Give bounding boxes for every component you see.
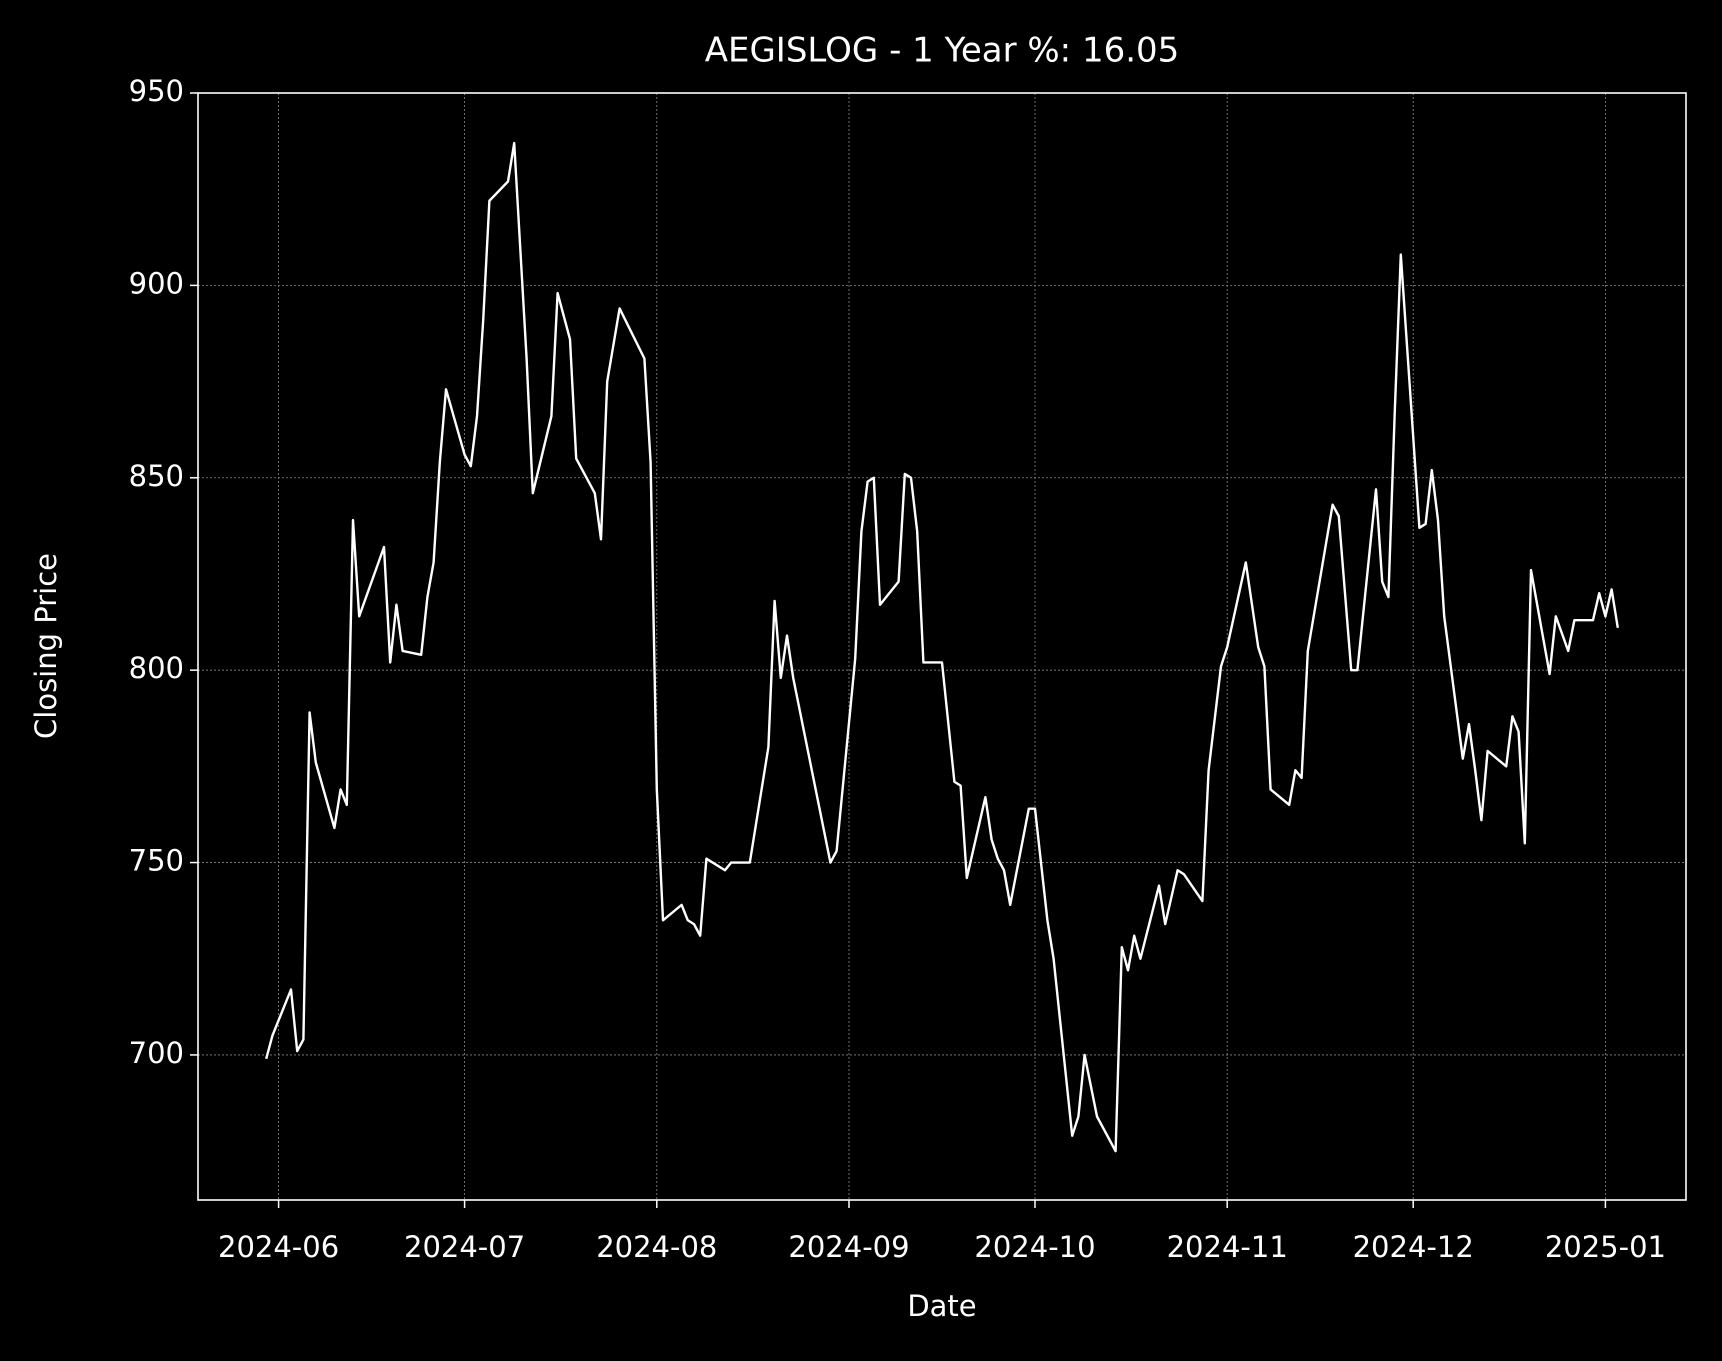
y-tick-label: 950 xyxy=(129,74,184,108)
x-tick-label: 2024-08 xyxy=(596,1230,717,1264)
chart-title: AEGISLOG - 1 Year %: 16.05 xyxy=(705,31,1180,71)
y-tick-label: 800 xyxy=(129,651,184,685)
x-tick-label: 2024-11 xyxy=(1167,1230,1288,1264)
price-line xyxy=(265,141,1619,1153)
y-tick-label: 750 xyxy=(129,844,184,878)
y-tick-label: 900 xyxy=(129,266,184,300)
x-tick-label: 2025-01 xyxy=(1545,1230,1666,1264)
y-tick-label: 850 xyxy=(129,459,184,493)
y-tick-label: 700 xyxy=(129,1036,184,1070)
x-tick-label: 2024-09 xyxy=(788,1230,909,1264)
x-axis-label: Date xyxy=(907,1289,976,1323)
plot-frame xyxy=(197,92,1687,1201)
x-tick-label: 2024-07 xyxy=(404,1230,525,1264)
y-axis-label: Closing Price xyxy=(29,553,63,739)
x-tick-label: 2024-10 xyxy=(974,1230,1095,1264)
x-tick-label: 2024-12 xyxy=(1353,1230,1474,1264)
x-tick-label: 2024-06 xyxy=(218,1230,339,1264)
